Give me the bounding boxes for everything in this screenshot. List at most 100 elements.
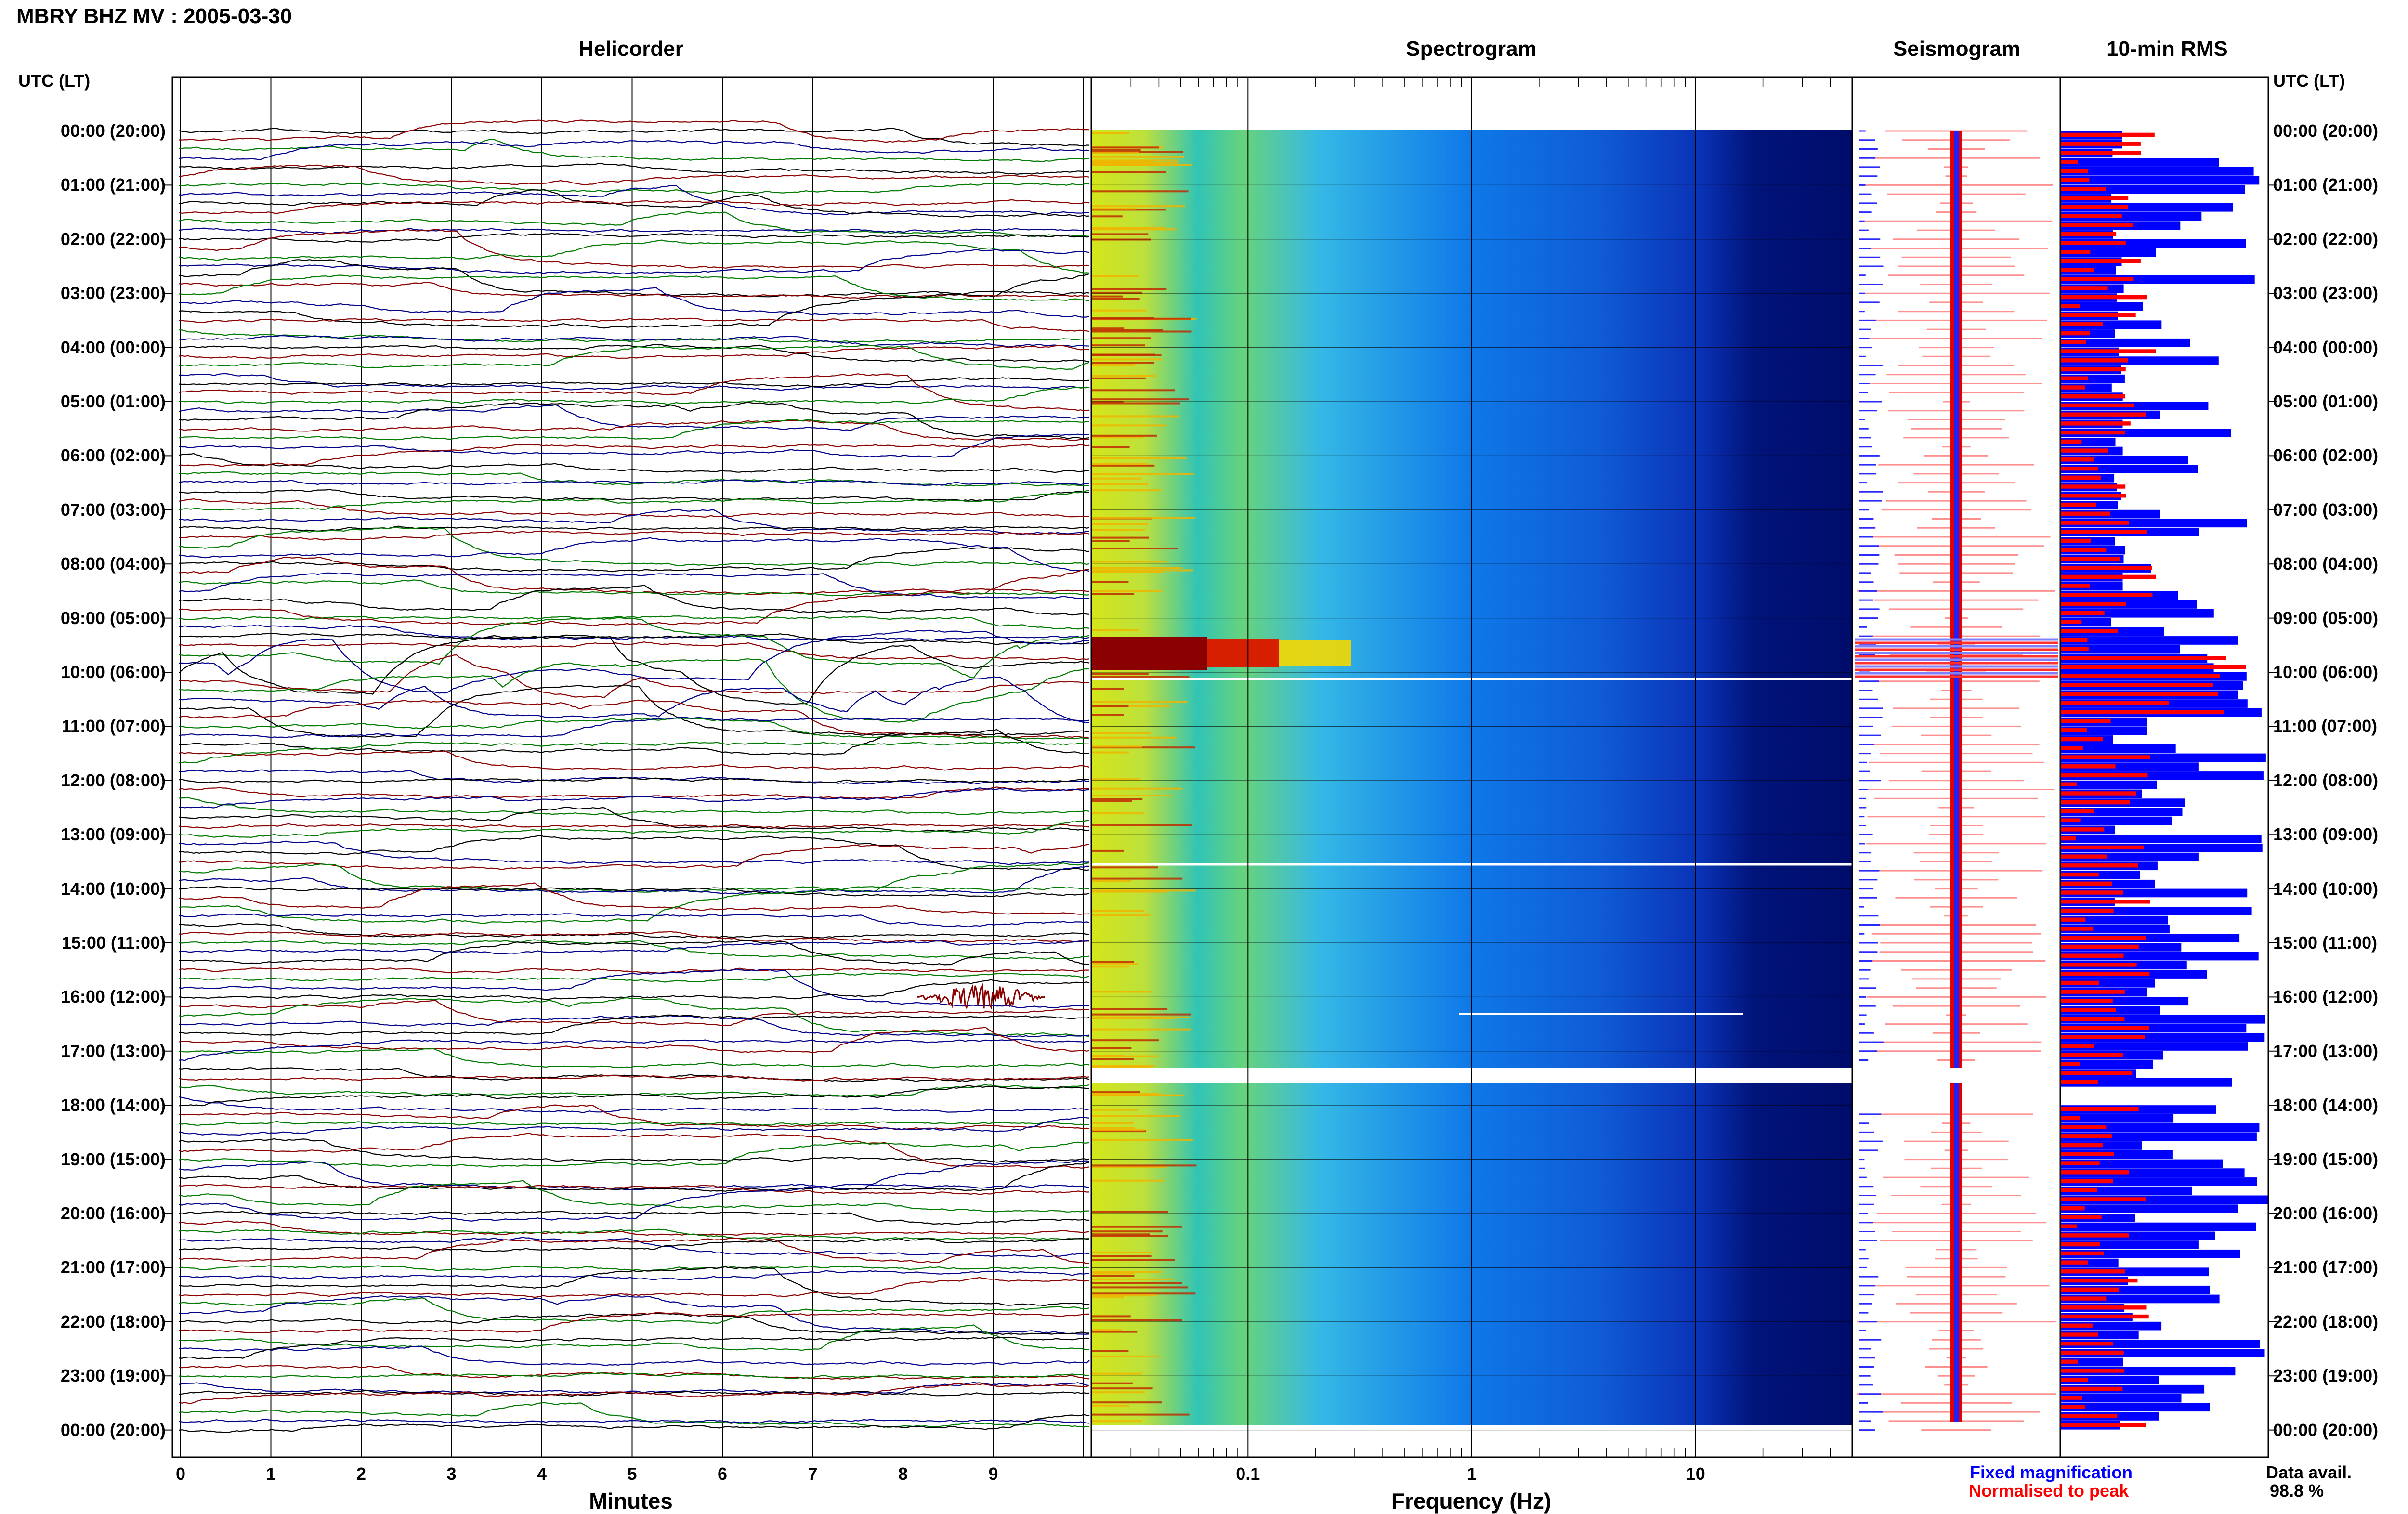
spectrogram-band xyxy=(1091,358,1162,361)
spectrogram-band xyxy=(1091,434,1157,437)
rms-bar-normalised xyxy=(2061,665,2246,669)
time-label: 10:00 (06:00) xyxy=(2273,662,2379,682)
spectrogram-band xyxy=(1091,402,1180,405)
helicorder-trace xyxy=(179,329,1090,343)
rms-bar-normalised xyxy=(2061,944,2139,949)
spectrogram-band xyxy=(1091,966,1130,968)
rms-bar-fixed xyxy=(2061,185,2245,194)
rms-bar-normalised xyxy=(2061,593,2153,597)
minute-tick-label: 4 xyxy=(537,1464,547,1484)
spectrogram-band xyxy=(1091,1179,1165,1182)
helicorder-trace xyxy=(179,229,1090,269)
rms-bar-normalised xyxy=(2061,863,2138,868)
spectrogram-band xyxy=(1091,889,1196,892)
rms-bar-normalised xyxy=(2061,448,2108,453)
rms-bar-fixed xyxy=(2061,835,2262,843)
spectrogram-band xyxy=(1091,233,1149,235)
spectrogram-band xyxy=(1091,1130,1146,1133)
helicorder-trace xyxy=(179,1132,1090,1169)
rms-bar-normalised xyxy=(2061,656,2226,660)
time-label: 01:00 (21:00) xyxy=(2273,175,2379,195)
spectrogram-band xyxy=(1091,1296,1124,1299)
helicorder-trace xyxy=(179,972,1090,983)
helicorder-trace xyxy=(179,676,1090,723)
rms-bar-normalised xyxy=(2061,475,2101,480)
rms-bar-normalised xyxy=(2061,403,2134,408)
rms-bar-normalised xyxy=(2061,1134,2112,1138)
spectrogram-band xyxy=(1091,1233,1150,1236)
spectrogram-band xyxy=(1091,1091,1140,1094)
minute-tick-label: 6 xyxy=(717,1464,728,1484)
spectrogram-band xyxy=(1091,228,1177,231)
rms-bar-normalised xyxy=(2061,394,2125,399)
rms-bar-normalised xyxy=(2061,746,2083,750)
spectrogram-band xyxy=(1091,362,1154,364)
spectrogram-band xyxy=(1091,227,1165,229)
rms-bar-normalised xyxy=(2061,773,2148,778)
helicorder-trace xyxy=(179,1220,1090,1236)
spectrogram-band xyxy=(1091,1350,1129,1352)
helicorder-trace xyxy=(179,1228,1090,1241)
rms-bar-fixed xyxy=(2061,1249,2240,1258)
seismogram-gap xyxy=(1852,1068,2060,1083)
rms-bar-normalised xyxy=(2061,611,2105,615)
rms-bar-normalised xyxy=(2061,178,2090,182)
spectrogram-band xyxy=(1091,732,1151,734)
rms-bar-normalised xyxy=(2061,971,2150,976)
helicorder-trace xyxy=(179,636,1090,705)
rms-bar-normalised xyxy=(2061,601,2126,606)
helicorder-trace xyxy=(179,1414,1090,1433)
spectrogram-band xyxy=(1091,1387,1153,1390)
time-label: 22:00 (18:00) xyxy=(60,1311,166,1331)
rms-bar-normalised xyxy=(2061,151,2141,155)
rms-bar-normalised xyxy=(2061,854,2107,859)
rms-bar-normalised xyxy=(2061,1296,2107,1301)
rms-bar-normalised xyxy=(2061,1251,2104,1256)
time-label: 07:00 (03:00) xyxy=(60,499,166,520)
rms-bar-normalised xyxy=(2061,647,2089,651)
time-header-left: UTC (LT) xyxy=(18,71,91,91)
helicorder-trace xyxy=(179,625,1090,641)
rms-bar-normalised xyxy=(2061,692,2219,696)
rms-bar-normalised xyxy=(2061,782,2077,786)
panel-frame xyxy=(2059,76,2269,1458)
helicorder-trace xyxy=(179,968,1090,1009)
helicorder-trace xyxy=(179,1211,1090,1225)
rms-bar-normalised xyxy=(2061,1017,2125,1021)
spectrogram-band xyxy=(1091,1271,1162,1273)
spectrogram-band xyxy=(1091,569,1193,572)
rms-bar-fixed xyxy=(2061,1114,2174,1123)
seismogram-panel xyxy=(1852,130,2060,1431)
rms-bar-normalised xyxy=(2061,286,2108,290)
spectrogram-band xyxy=(1091,961,1134,963)
helicorder-trace xyxy=(179,844,1090,870)
frequency-tick-label: 1 xyxy=(1466,1464,1477,1484)
spectrogram-band xyxy=(1091,1420,1142,1423)
rms-bar-normalised xyxy=(2061,1260,2088,1265)
helicorder-trace xyxy=(179,335,1090,348)
time-label: 20:00 (16:00) xyxy=(60,1203,166,1223)
rms-bar-normalised xyxy=(2061,223,2133,227)
spectrogram-band xyxy=(1091,1226,1182,1228)
time-label: 08:00 (04:00) xyxy=(2273,554,2379,574)
data-avail-label: Data avail. xyxy=(2266,1462,2352,1482)
rms-bar-normalised xyxy=(2061,250,2091,254)
rms-bar-normalised xyxy=(2061,349,2156,353)
burst-event-trace xyxy=(917,983,1045,1010)
rms-bar-normalised xyxy=(2061,1369,2125,1373)
rms-bar-normalised xyxy=(2061,241,2126,245)
spectrogram-band xyxy=(1091,457,1186,459)
rms-bar-fixed xyxy=(2061,780,2157,789)
rms-bar-normalised xyxy=(2061,1116,2080,1121)
rms-bar-normalised xyxy=(2061,737,2103,742)
rms-bar-normalised xyxy=(2061,1206,2085,1211)
rms-bar-normalised xyxy=(2061,701,2169,705)
helicorder-trace xyxy=(179,1085,1090,1107)
spectrogram-band xyxy=(1091,701,1188,703)
rms-bar-normalised xyxy=(2061,1170,2129,1175)
helicorder-trace xyxy=(179,940,1090,966)
rms-bar-normalised xyxy=(2061,1224,2077,1228)
spectrogram-band xyxy=(1091,688,1124,690)
helicorder-trace xyxy=(179,1277,1090,1298)
helicorder-trace xyxy=(179,1104,1090,1130)
